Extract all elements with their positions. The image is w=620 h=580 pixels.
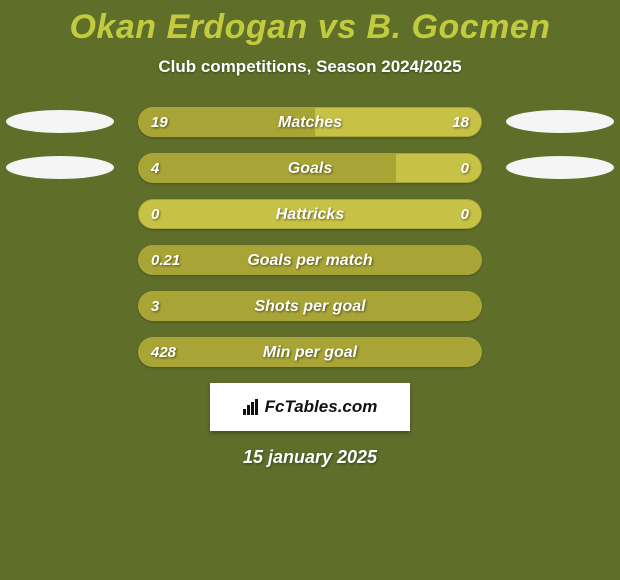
brand-badge: FcTables.com [210,383,410,431]
stat-row: Min per goal428 [0,337,620,367]
stat-bar-left [139,108,315,136]
stat-bar-track: Goals per match0.21 [138,245,482,275]
player-avatar-left [6,156,114,179]
barchart-icon [243,399,261,415]
stat-bar-left [139,154,396,182]
stat-bars: Matches1918 Goals40 Hattricks00 Goals per m… [0,107,620,367]
stat-row: Shots per goal3 [0,291,620,321]
stat-row: Hattricks00 [0,199,620,229]
player-avatar-right [506,156,614,179]
stat-bar-right [139,200,481,228]
stat-bar-track: Min per goal428 [138,337,482,367]
player-avatar-right [506,110,614,133]
stat-bar-track: Goals40 [138,153,482,183]
player-avatar-left [6,110,114,133]
stat-bar-track: Hattricks00 [138,199,482,229]
stat-bar-left [139,338,481,366]
stat-bar-left [139,292,481,320]
stat-bar-right [315,108,481,136]
subtitle: Club competitions, Season 2024/2025 [0,57,620,77]
stat-bar-left [139,246,481,274]
stat-row: Goals per match0.21 [0,245,620,275]
comparison-infographic: Okan Erdogan vs B. Gocmen Club competiti… [0,0,620,580]
date-label: 15 january 2025 [0,447,620,468]
page-title: Okan Erdogan vs B. Gocmen [0,0,620,47]
stat-row: Goals40 [0,153,620,183]
stat-bar-right [396,154,482,182]
stat-bar-track: Matches1918 [138,107,482,137]
stat-bar-track: Shots per goal3 [138,291,482,321]
brand-label: FcTables.com [265,397,378,417]
stat-row: Matches1918 [0,107,620,137]
